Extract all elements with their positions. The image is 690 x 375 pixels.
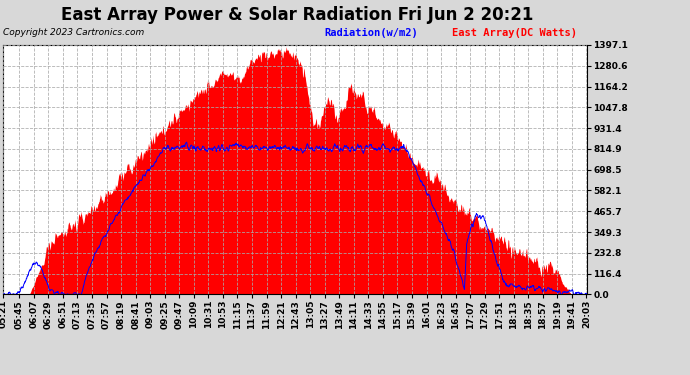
Text: East Array(DC Watts): East Array(DC Watts) xyxy=(452,28,577,38)
Text: East Array Power & Solar Radiation Fri Jun 2 20:21: East Array Power & Solar Radiation Fri J… xyxy=(61,6,533,24)
Text: Copyright 2023 Cartronics.com: Copyright 2023 Cartronics.com xyxy=(3,28,145,37)
Text: Radiation(w/m2): Radiation(w/m2) xyxy=(324,28,418,38)
